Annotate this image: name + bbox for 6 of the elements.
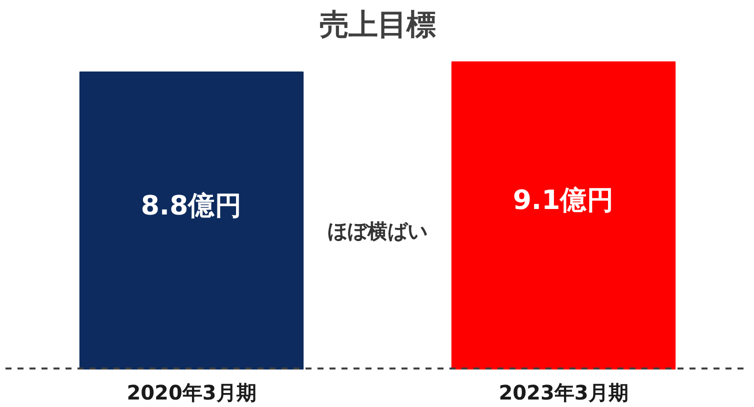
x-tick-label: 2020年3月期	[126, 380, 256, 404]
annotation: ほぼ横ばい	[328, 219, 428, 244]
chart-title: 売上目標	[320, 8, 436, 42]
data-label: 8.8億円	[140, 190, 242, 222]
x-tick-label: 2023年3月期	[498, 380, 628, 404]
data-label: 9.1億円	[512, 184, 614, 216]
